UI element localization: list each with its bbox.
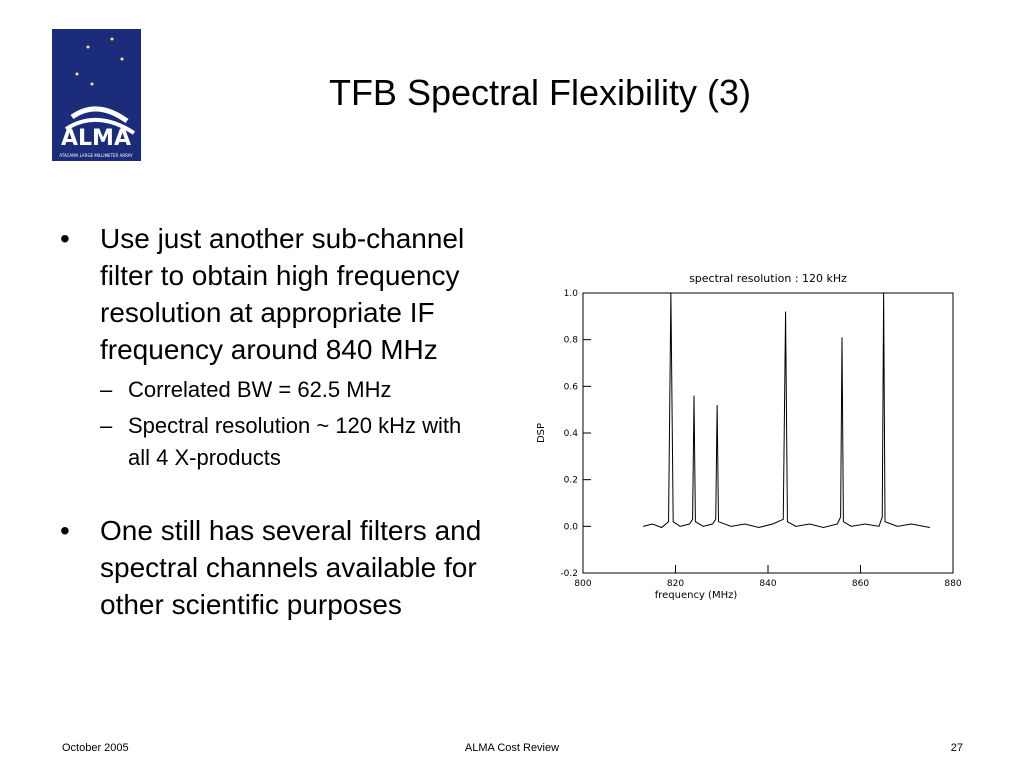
page-number: 27 (950, 742, 963, 754)
slide-title: TFB Spectral Flexibility (3) (328, 72, 752, 113)
y-tick-label: 1.0 (564, 289, 579, 299)
logo-name: ALMA (61, 126, 131, 151)
x-tick-label: 820 (667, 579, 684, 589)
logo-subtitle: ATACAMA LARGE MILLIMETER ARRAY (59, 153, 133, 158)
logo: ALMA ATACAMA LARGE MILLIMETER ARRAY (52, 29, 141, 161)
x-tick-label: 840 (759, 579, 776, 589)
footer-center: ALMA Cost Review (464, 742, 560, 754)
bullet: One still has several filters and spectr… (60, 512, 500, 623)
y-tick-label: 0.8 (564, 336, 579, 346)
y-tick-label: 0.2 (564, 476, 578, 486)
y-tick-label: -0.2 (560, 569, 578, 579)
spectrum-line (643, 292, 930, 529)
bullet: Use just another sub-channel filter to o… (60, 220, 500, 368)
x-tick-label: 860 (852, 579, 869, 589)
chart-title: spectral resolution : 120 kHz (689, 272, 847, 285)
x-axis-label: frequency (MHz) (655, 590, 738, 601)
plot-frame (582, 292, 954, 574)
y-tick-label: 0.0 (564, 522, 579, 532)
chart: spectral resolution : 120 kHz frequency … (536, 272, 962, 601)
y-tick-label: 0.4 (564, 429, 579, 439)
sub-bullet: Spectral resolution ~ 120 kHz with all 4… (100, 410, 478, 474)
sub-bullet: Correlated BW = 62.5 MHz (100, 374, 478, 406)
x-tick-label: 800 (574, 579, 591, 589)
x-tick-label: 880 (944, 579, 961, 589)
y-tick-label: 0.6 (564, 382, 579, 392)
footer-date: October 2005 (62, 742, 129, 754)
bullet-list: Use just another sub-channel filter to o… (60, 220, 500, 623)
y-axis-label: DSP (536, 423, 547, 443)
logo-art: ALMA ATACAMA LARGE MILLIMETER ARRAY (59, 37, 136, 158)
